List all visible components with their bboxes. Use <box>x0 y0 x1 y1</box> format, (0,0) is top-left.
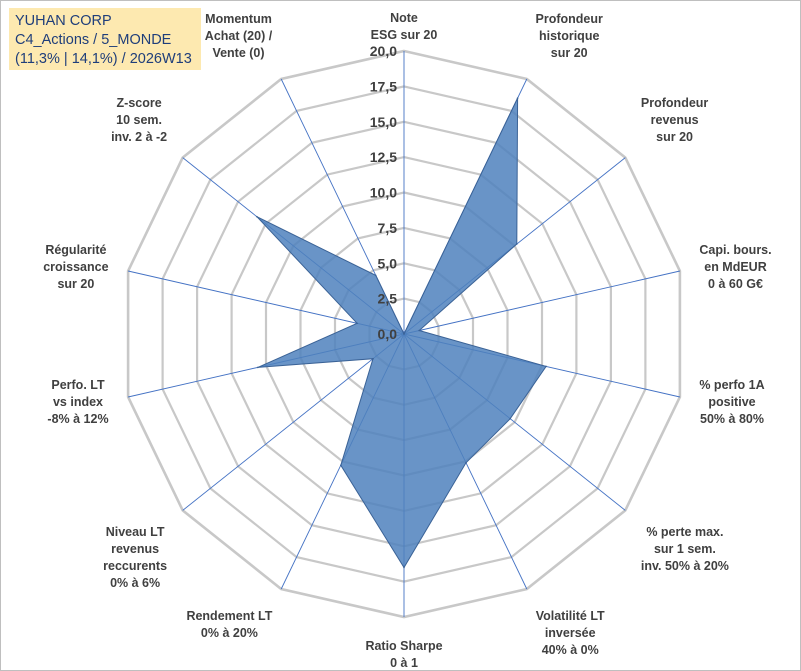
axis-label: % perte max. <box>646 525 723 539</box>
axis-label-group: Régularité croissance sur 20 <box>43 243 108 291</box>
series-point <box>516 97 519 99</box>
axis-label: historique <box>539 29 599 43</box>
series-point <box>545 365 547 368</box>
axis-label: en MdEUR <box>704 260 767 274</box>
axis-label: sur 20 <box>551 46 588 60</box>
tick-label: 20,0 <box>370 43 397 59</box>
axis-label-group: Niveau LT revenus reccurents 0% à 6% <box>103 525 167 590</box>
series-point <box>257 366 259 369</box>
axis-label-group: % perfo 1A positive 50% à 80% <box>699 378 764 426</box>
axis-label-group: Profondeur revenus sur 20 <box>641 96 708 144</box>
axis-spoke <box>403 270 681 335</box>
axis-label: Régularité <box>45 243 106 257</box>
axis-label: 10 sem. <box>116 113 162 127</box>
axis-label: reccurents <box>103 559 167 573</box>
axis-label: Ratio Sharpe <box>365 639 442 653</box>
series-point <box>516 243 518 245</box>
axis-label: Momentum <box>205 12 272 26</box>
tick-label: 2,5 <box>378 291 398 307</box>
axis-label: vs index <box>53 395 103 409</box>
category-label: C4_Actions / 5_MONDE <box>15 32 172 48</box>
axis-label: Profondeur <box>536 12 603 26</box>
series-point <box>356 322 358 325</box>
axis-label: 50% à 80% <box>700 412 764 426</box>
series-point <box>418 329 421 332</box>
tick-label: 12,5 <box>370 149 397 165</box>
axis-label: Vente (0) <box>212 46 264 60</box>
axis-label: revenus <box>651 113 699 127</box>
axis-label-group: Rendement LT 0% à 20% <box>186 609 272 640</box>
axis-label: 40% à 0% <box>542 643 599 657</box>
axis-label-group: Ratio Sharpe 0 à 1 <box>365 639 442 670</box>
company-name: YUHAN CORP <box>15 13 112 29</box>
tick-label: 15,0 <box>370 114 397 130</box>
axis-label: Volatilité LT <box>536 609 605 623</box>
axis-label-group: Z-score 10 sem. inv. 2 à -2 <box>111 96 167 144</box>
axis-label: inv. 50% à 20% <box>641 559 729 573</box>
axis-label: Profondeur <box>641 96 708 110</box>
axis-label-group: % perte max. sur 1 sem. inv. 50% à 20% <box>641 525 729 573</box>
axis-label: sur 20 <box>57 277 94 291</box>
radar-series <box>256 97 547 569</box>
axis-label: sur 1 sem. <box>654 542 716 556</box>
axis-label-group: Capi. bours. en MdEUR 0 à 60 G€ <box>699 243 771 291</box>
axis-label-group: Profondeur historique sur 20 <box>536 12 603 60</box>
series-point <box>509 417 512 420</box>
axis-label: inv. 2 à -2 <box>111 130 167 144</box>
axis-label: Rendement LT <box>186 609 272 623</box>
axis-label: Capi. bours. <box>699 243 771 257</box>
series-point <box>465 462 467 464</box>
tick-label: 0,0 <box>378 326 398 342</box>
axis-label: revenus <box>111 542 159 556</box>
axis-label: Perfo. LT <box>51 378 105 392</box>
series-point <box>256 215 258 218</box>
axis-label: 0% à 20% <box>201 626 258 640</box>
axis-label: Niveau LT <box>106 525 165 539</box>
series-point <box>372 357 374 360</box>
axis-label: inversée <box>545 626 596 640</box>
axis-label-group: Note ESG sur 20 <box>371 11 438 42</box>
period-label: (11,3% | 14,1%) / 2026W13 <box>15 51 192 67</box>
axis-label-group: Perfo. LT vs index -8% à 12% <box>47 378 108 426</box>
series-point <box>403 333 405 335</box>
tick-label: 7,5 <box>378 220 398 236</box>
axis-label: Note <box>390 11 418 25</box>
axis-label: 0 à 1 <box>390 656 418 670</box>
axis-label-group: Volatilité LT inversée 40% à 0% <box>536 609 605 657</box>
series-point <box>403 566 405 569</box>
tick-label: 5,0 <box>378 255 398 271</box>
axis-label: croissance <box>43 260 108 274</box>
axis-label: Achat (20) / <box>205 29 273 43</box>
axis-spoke <box>182 333 405 511</box>
chart-title-box: YUHAN CORP C4_Actions / 5_MONDE (11,3% |… <box>9 8 201 70</box>
axis-label: Z-score <box>117 96 162 110</box>
series-point <box>340 464 342 467</box>
axis-label: 0 à 60 G€ <box>708 277 763 291</box>
axis-label-group: Momentum Achat (20) / Vente (0) <box>205 12 273 60</box>
tick-label: 17,5 <box>370 78 397 94</box>
axis-label: positive <box>708 395 755 409</box>
radar-axis-labels: Note ESG sur 20 Profondeur historique sur 20… <box>43 11 771 670</box>
axis-label: 0% à 6% <box>110 576 160 590</box>
series-point <box>375 274 377 277</box>
axis-label: ESG sur 20 <box>371 28 438 42</box>
axis-label: % perfo 1A <box>699 378 764 392</box>
tick-label: 10,0 <box>370 185 397 201</box>
radar-tick-labels: 0,0 2,5 5,0 7,5 10,0 12,5 15,0 17,5 20,0 <box>370 43 397 342</box>
axis-label: sur 20 <box>656 130 693 144</box>
axis-label: -8% à 12% <box>47 412 108 426</box>
